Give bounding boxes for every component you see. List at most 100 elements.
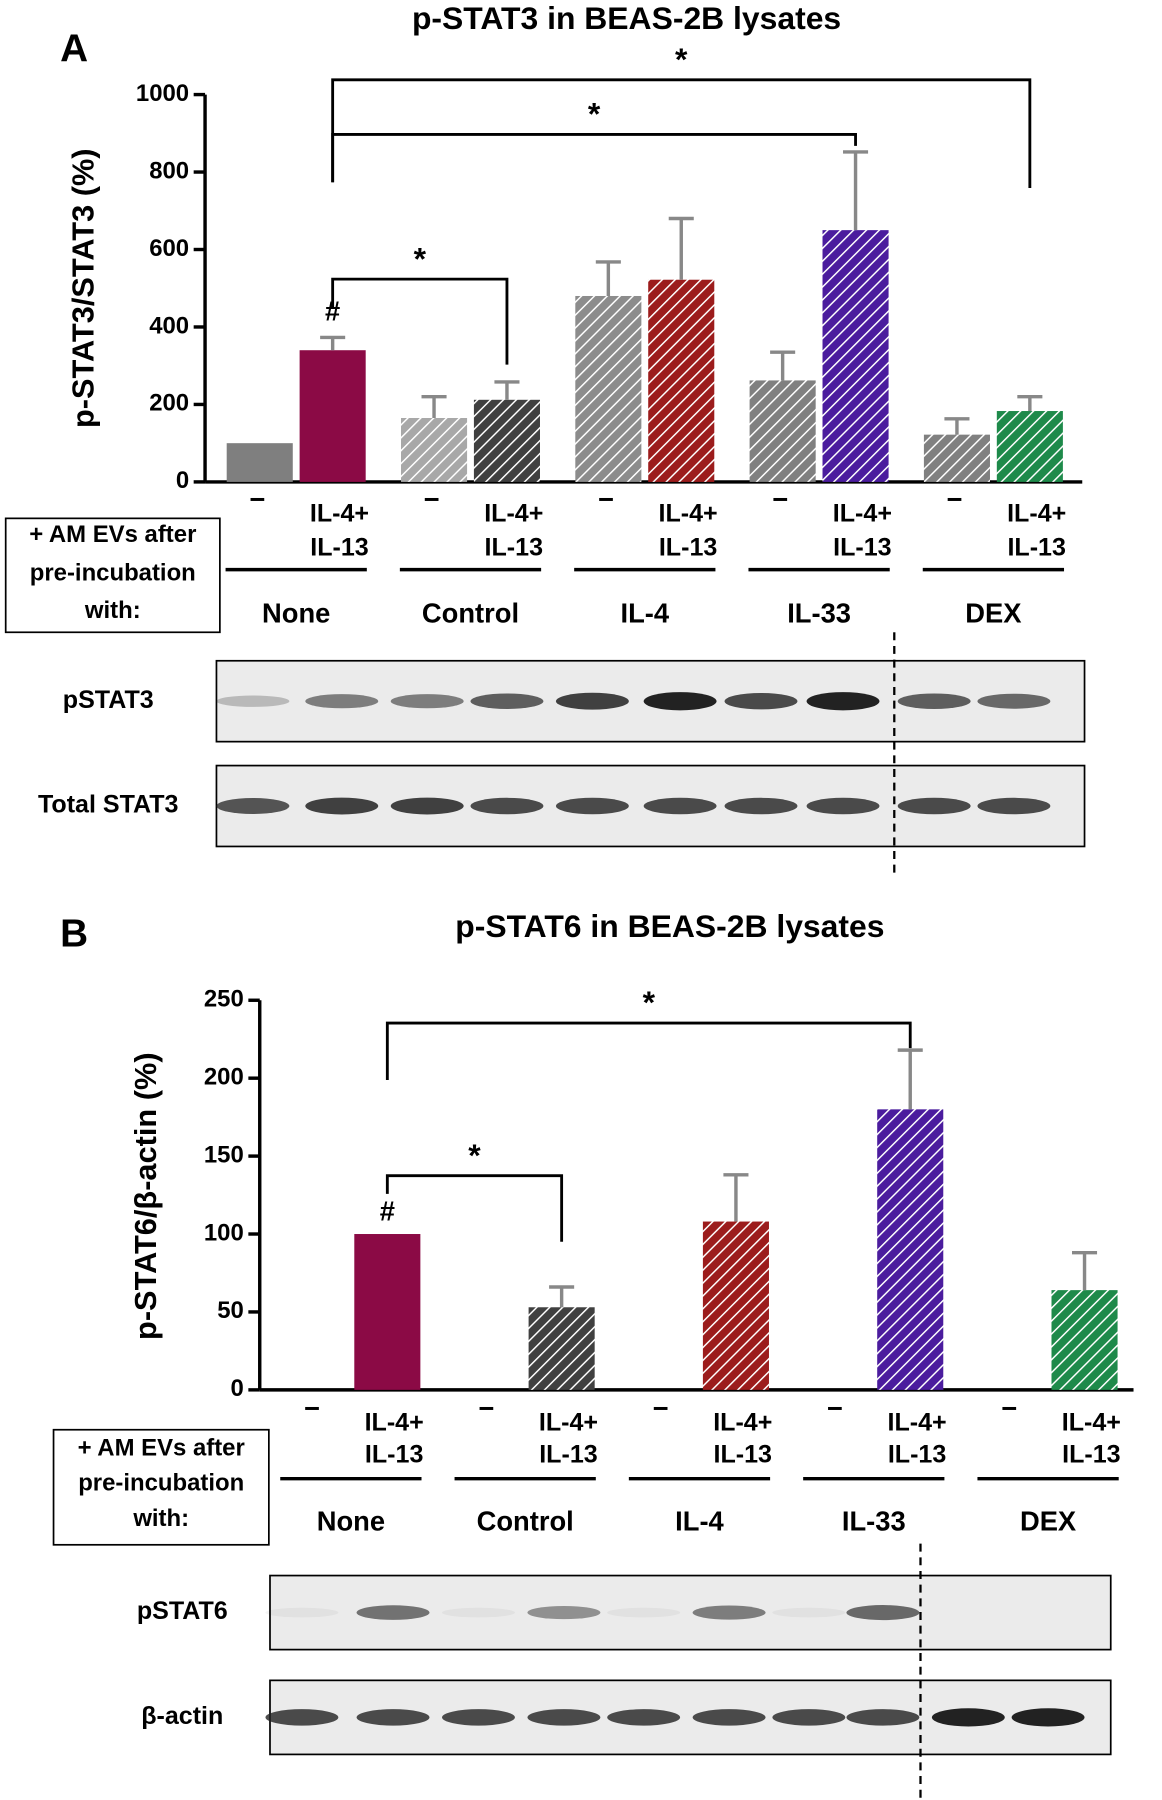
series-label: IL-4+	[484, 500, 543, 528]
bar	[877, 1109, 944, 1390]
blot-band	[265, 1709, 339, 1726]
row-label-box	[52, 1428, 270, 1546]
y-tick-label: 200	[149, 390, 189, 417]
blot-band	[977, 797, 1051, 815]
series-label: −	[304, 1393, 320, 1424]
series-label: IL-13	[1007, 534, 1066, 562]
bar	[226, 443, 293, 482]
y-tick-label: 0	[176, 467, 189, 494]
bar	[648, 279, 715, 482]
bar	[528, 1307, 595, 1390]
error-bar	[1072, 1251, 1098, 1291]
series-label: −	[653, 1393, 669, 1424]
panel-label: A	[60, 28, 88, 71]
annotation: #	[325, 296, 340, 327]
error-bar	[549, 1285, 575, 1308]
series-label: −	[478, 1393, 494, 1424]
significance-label: *	[675, 41, 688, 77]
series-label: IL-4+	[365, 1409, 424, 1437]
y-tick-label: 600	[149, 235, 189, 262]
bar	[749, 380, 816, 482]
x-tick-label: DEX	[965, 597, 1021, 628]
blot-band	[643, 797, 717, 815]
blot-band	[305, 694, 379, 709]
series-label: −	[424, 483, 440, 514]
y-tick-label: 1000	[136, 80, 189, 107]
blot-band	[356, 1605, 430, 1620]
significance-label: *	[643, 984, 656, 1020]
blot-band	[772, 1709, 846, 1726]
blot-band	[643, 692, 717, 711]
series-label: IL-13	[888, 1441, 947, 1469]
bar	[354, 1234, 421, 1390]
bar	[575, 295, 642, 482]
blot-band	[931, 1708, 1005, 1727]
annotation: #	[380, 1196, 395, 1227]
series-label: IL-4+	[1007, 500, 1066, 528]
blot-band	[897, 797, 971, 815]
blot-band	[806, 797, 880, 815]
y-tick-label: 150	[204, 1141, 244, 1168]
series-label: IL-4+	[833, 500, 892, 528]
significance-bracket	[331, 277, 509, 365]
blot-band	[356, 1709, 430, 1726]
series-label: IL-4+	[887, 1409, 946, 1437]
series-label: −	[598, 483, 614, 514]
error-bar	[320, 335, 346, 351]
bar	[473, 399, 540, 482]
error-bar	[897, 1048, 923, 1110]
series-label: IL-4+	[539, 1409, 598, 1437]
significance-label: *	[588, 96, 601, 132]
blot-band	[390, 797, 464, 815]
blot-band	[555, 692, 629, 710]
y-tick-label: 250	[204, 986, 244, 1013]
y-tick-label: 50	[217, 1297, 244, 1324]
series-label: −	[1001, 1393, 1017, 1424]
blot-band	[527, 1605, 601, 1620]
blot-band	[897, 693, 971, 709]
blot-band	[846, 1709, 920, 1726]
blot-band	[470, 693, 544, 709]
series-label: IL-13	[539, 1441, 598, 1469]
significance-bracket	[385, 1174, 564, 1242]
significance-bracket	[331, 133, 857, 183]
error-bar	[723, 1173, 749, 1222]
blot-band	[806, 692, 880, 711]
blot-band	[265, 1607, 339, 1618]
blot-band	[977, 693, 1051, 709]
row-label: pre-incubation	[78, 1470, 244, 1497]
series-label: IL-4+	[1062, 1409, 1121, 1437]
blot-band	[216, 798, 290, 814]
series-label: IL-13	[485, 534, 544, 562]
significance-label: *	[468, 1137, 481, 1173]
y-tick-label: 0	[230, 1375, 243, 1402]
blot-band	[772, 1607, 846, 1618]
error-bar	[421, 394, 447, 418]
chart-title: p-STAT6 in BEAS-2B lysates	[455, 908, 884, 944]
blot-label: Total STAT3	[38, 791, 179, 819]
blot-band	[442, 1709, 515, 1726]
row-label-box	[4, 517, 221, 634]
y-axis-label: p-STAT6/β-actin (%)	[128, 1052, 163, 1340]
series-label: IL-4+	[713, 1409, 772, 1437]
y-tick-label: 200	[204, 1063, 244, 1090]
error-bar	[668, 216, 694, 280]
x-tick-label: IL-33	[787, 597, 851, 628]
x-tick-label: IL-4	[620, 597, 669, 628]
blot-label: pSTAT6	[137, 1597, 228, 1625]
bar	[822, 230, 889, 482]
bar	[923, 434, 990, 482]
series-label: IL-13	[714, 1441, 773, 1469]
series-label: −	[249, 483, 265, 514]
series-label: IL-13	[365, 1441, 424, 1469]
row-label: + AM EVs after	[29, 521, 196, 548]
x-tick-label: None	[317, 1505, 385, 1536]
x-tick-label: Control	[422, 597, 519, 628]
x-tick-label: Control	[477, 1505, 574, 1536]
x-tick-label: IL-4	[675, 1505, 724, 1536]
series-label: IL-4+	[659, 500, 718, 528]
blot-band	[305, 797, 379, 815]
bar	[401, 417, 468, 482]
series-label: IL-13	[1062, 1441, 1121, 1469]
